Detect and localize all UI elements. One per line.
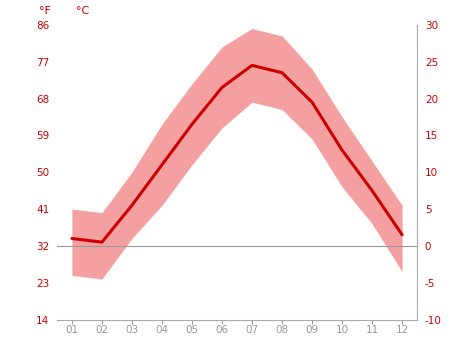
Text: °F: °F <box>39 6 51 16</box>
Text: °C: °C <box>76 6 90 16</box>
